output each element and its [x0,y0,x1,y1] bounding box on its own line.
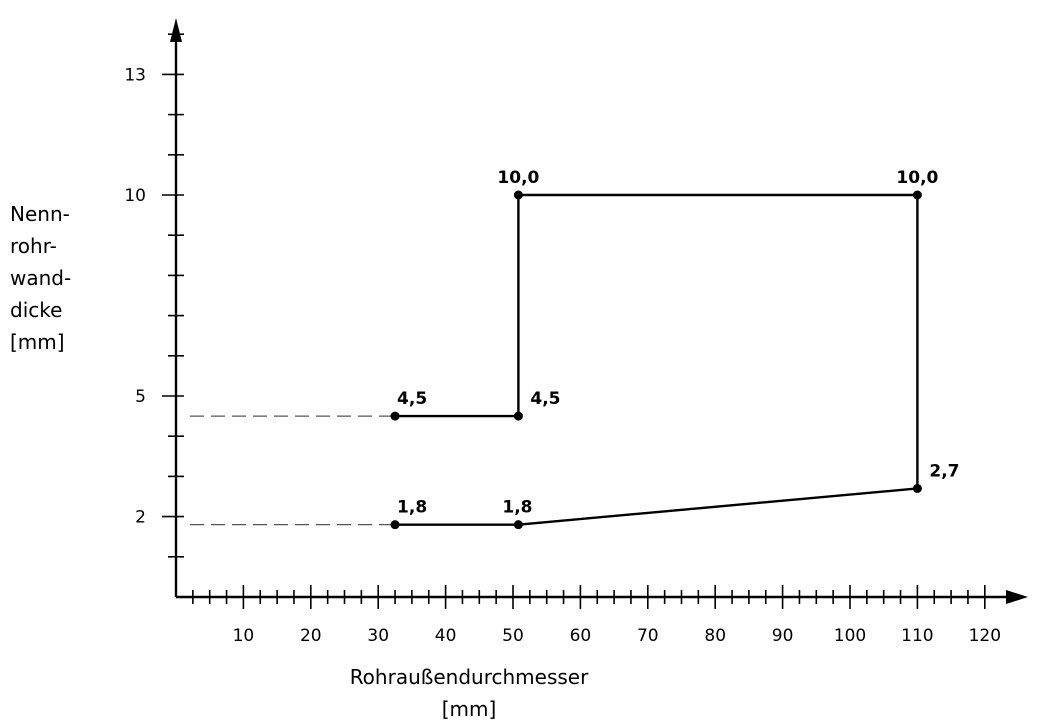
data-point [513,520,523,530]
y-axis-title-line-1: Nenn- [10,202,70,226]
x-tick-label: 30 [367,626,389,646]
axes [170,18,1028,604]
region-outline-line [395,193,919,526]
data-point [912,483,922,493]
point-labels: 4,5 4,5 10,0 10,0 2,7 1,8 1,8 [397,168,959,518]
data-point-label: 10,0 [896,168,938,188]
dashed-reference-lines [190,415,396,526]
data-point-label: 2,7 [929,461,959,481]
region-outline [395,193,919,526]
y-axis-title-line-4: dicke [10,298,62,322]
x-tick-label: 20 [300,626,322,646]
x-tick-label: 60 [570,626,592,646]
x-tick-label: 70 [637,626,659,646]
x-axis-arrow [1006,590,1028,604]
data-point-label: 10,0 [497,168,539,188]
x-ticks: 10 20 30 40 50 60 70 80 90 100 110 120 [192,585,1001,646]
x-axis-unit: [mm] [442,697,497,721]
data-point-label: 1,8 [502,498,532,518]
x-tick-label: 100 [834,626,866,646]
data-point-label: 4,5 [397,389,427,409]
x-tick-label: 110 [901,626,933,646]
data-point-label: 4,5 [530,389,560,409]
x-axis-title: Rohraußendurchmesser [350,665,589,689]
y-axis-arrow [170,18,182,42]
x-tick-label: 50 [502,626,524,646]
data-point [912,190,922,200]
y-tick-label: 5 [135,387,146,407]
y-axis-title-line-2: rohr- [10,234,57,258]
y-ticks: 2 5 10 13 [124,33,184,558]
y-tick-label: 10 [124,186,146,206]
y-axis-title-line-3: wand- [10,266,71,290]
data-point [513,411,523,421]
x-tick-label: 80 [704,626,726,646]
y-tick-label: 2 [135,508,146,528]
x-tick-label: 90 [772,626,794,646]
data-points [390,190,922,530]
x-tick-label: 120 [969,626,1001,646]
data-point [390,411,400,421]
data-point [390,520,400,530]
data-point [513,190,523,200]
x-tick-label: 40 [435,626,457,646]
y-axis-title-line-5: [mm] [10,330,65,354]
x-tick-label: 10 [233,626,255,646]
y-tick-label: 13 [124,65,146,85]
data-point-label: 1,8 [397,498,427,518]
